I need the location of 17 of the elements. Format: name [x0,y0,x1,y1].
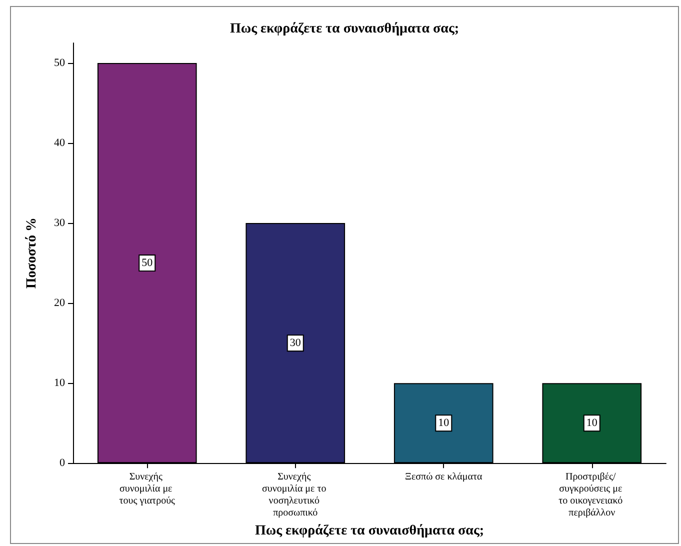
y-tick-label: 40 [54,137,66,150]
chart-title: Πως εκφράζετε τα συναισθήματα σας; [230,22,460,36]
y-tick-label: 50 [54,57,66,70]
y-tick-label: 20 [54,297,66,310]
y-tick-label: 0 [60,457,66,470]
x-tick-label: Ξεσπώ σε κλάματα [405,472,483,483]
x-tick-label: Συνεχής συνομιλία με το νοσηλευτικό προσωπικό [262,472,329,519]
y-axis-title: Ποσοστό % [24,218,40,289]
data-label: 10 [586,417,598,430]
data-label: 30 [290,337,302,350]
y-tick-label: 30 [54,217,66,230]
data-label: 10 [438,417,450,430]
data-label: 50 [142,257,154,270]
x-axis-title: Πως εκφράζετε τα συναισθήματα σας; [254,524,484,538]
y-tick-label: 10 [54,377,66,390]
x-tick-label: Προστριβές/ συγκρούσεις με το οικογενειακό περιβάλλον [558,472,626,519]
x-tick-label: Συνεχής συνομιλία με τους γιατρούς [119,472,176,507]
